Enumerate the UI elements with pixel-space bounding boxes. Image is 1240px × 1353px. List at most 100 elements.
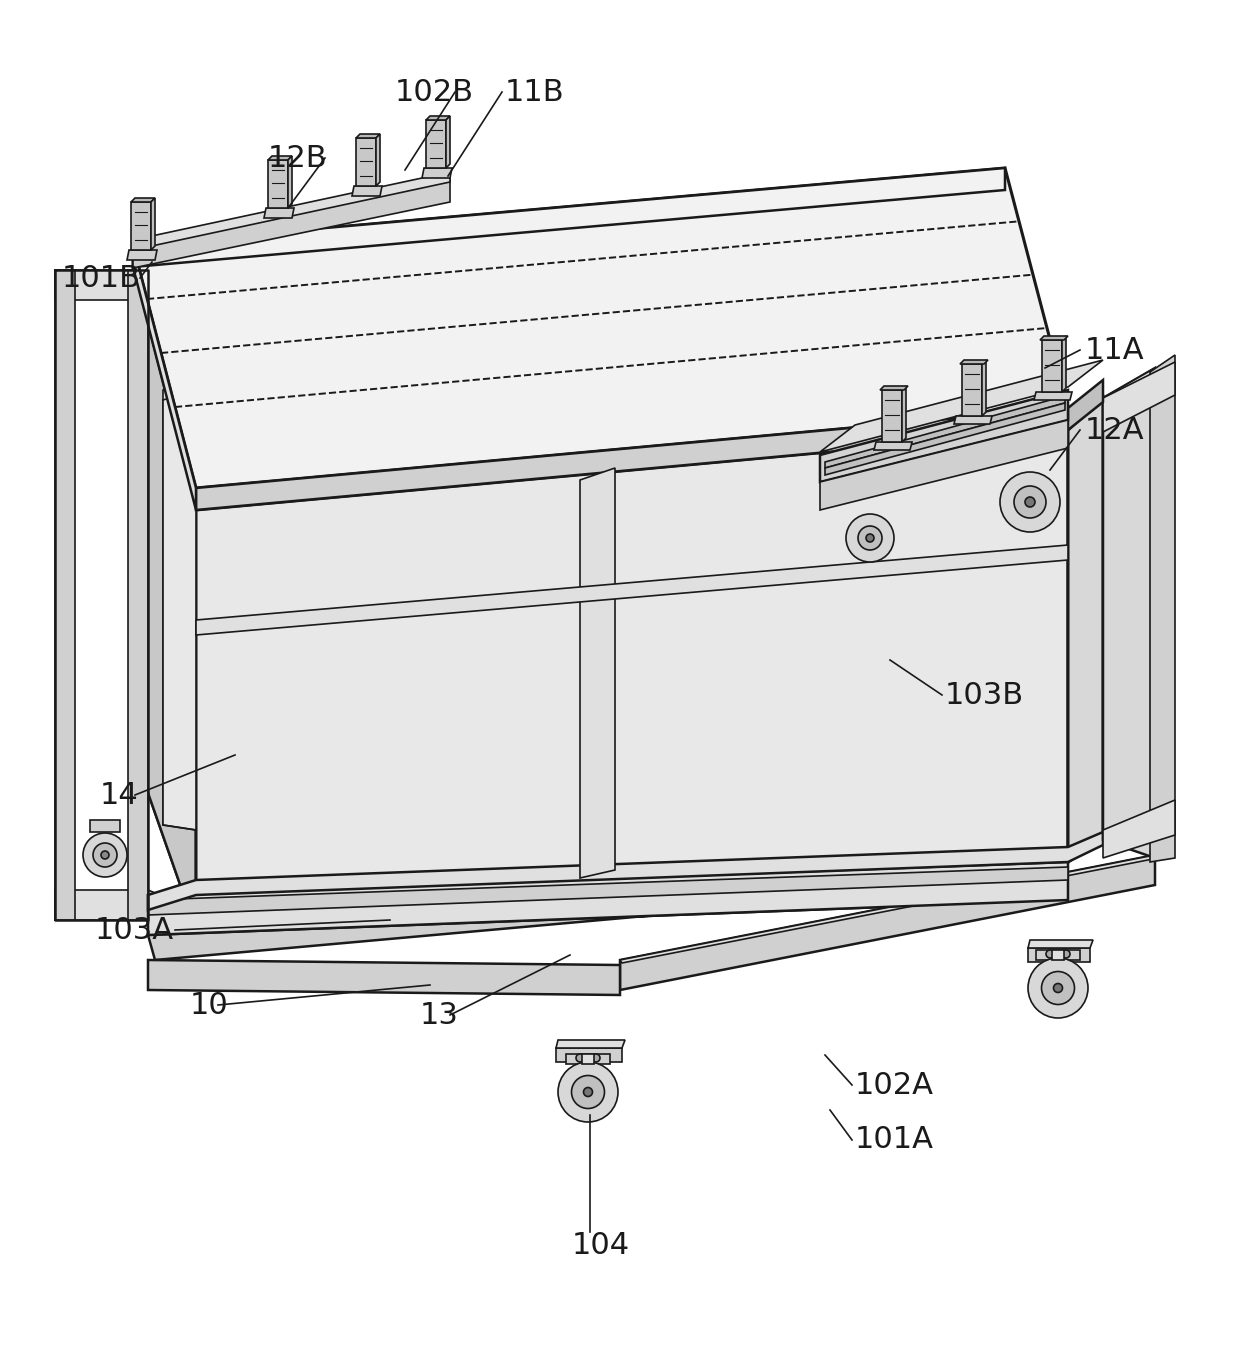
Polygon shape <box>820 419 1068 510</box>
Text: 13: 13 <box>420 1000 459 1030</box>
Polygon shape <box>288 156 291 208</box>
Polygon shape <box>151 198 155 250</box>
Text: 103B: 103B <box>945 681 1024 709</box>
Polygon shape <box>148 961 620 994</box>
Polygon shape <box>580 468 615 878</box>
Polygon shape <box>133 168 1004 267</box>
Circle shape <box>584 1088 593 1096</box>
Circle shape <box>1061 950 1070 958</box>
Polygon shape <box>582 1054 594 1063</box>
Polygon shape <box>162 400 379 829</box>
Polygon shape <box>1042 340 1061 392</box>
Polygon shape <box>1028 940 1092 948</box>
Circle shape <box>858 526 882 551</box>
Polygon shape <box>264 208 294 218</box>
Text: 12A: 12A <box>1085 415 1145 445</box>
Text: 12B: 12B <box>268 143 327 172</box>
Circle shape <box>572 1076 604 1108</box>
Polygon shape <box>148 890 196 940</box>
Polygon shape <box>1068 380 1104 430</box>
Polygon shape <box>352 185 382 196</box>
Text: 11A: 11A <box>1085 336 1145 364</box>
Polygon shape <box>128 271 148 920</box>
Polygon shape <box>356 134 379 138</box>
Polygon shape <box>446 116 450 168</box>
Polygon shape <box>148 875 1104 961</box>
Polygon shape <box>148 832 1104 911</box>
Polygon shape <box>55 890 148 920</box>
Circle shape <box>1025 497 1035 507</box>
Polygon shape <box>133 245 196 930</box>
Circle shape <box>577 1054 584 1062</box>
Polygon shape <box>1104 368 1171 398</box>
Polygon shape <box>825 396 1065 468</box>
Polygon shape <box>356 138 376 185</box>
Text: 104: 104 <box>572 1230 630 1260</box>
Polygon shape <box>148 862 1068 935</box>
Polygon shape <box>1052 950 1064 961</box>
Polygon shape <box>148 867 1068 915</box>
Text: 11B: 11B <box>505 77 564 107</box>
Polygon shape <box>133 172 450 250</box>
Polygon shape <box>565 1054 610 1063</box>
Polygon shape <box>133 180 450 268</box>
Polygon shape <box>620 855 1158 963</box>
Polygon shape <box>131 198 155 202</box>
Polygon shape <box>1028 948 1090 962</box>
Polygon shape <box>131 202 151 250</box>
Circle shape <box>100 851 109 859</box>
Polygon shape <box>1034 392 1073 400</box>
Polygon shape <box>880 386 908 390</box>
Polygon shape <box>962 364 982 415</box>
Text: 101B: 101B <box>62 264 141 292</box>
Polygon shape <box>954 415 992 423</box>
Polygon shape <box>55 271 74 920</box>
Circle shape <box>93 843 117 867</box>
Polygon shape <box>196 545 1068 635</box>
Text: 101A: 101A <box>856 1126 934 1154</box>
Polygon shape <box>556 1040 625 1049</box>
Polygon shape <box>268 160 288 208</box>
Polygon shape <box>820 390 1068 482</box>
Circle shape <box>1042 971 1075 1004</box>
Circle shape <box>1014 486 1047 518</box>
Text: 102B: 102B <box>396 77 474 107</box>
Polygon shape <box>422 168 453 179</box>
Circle shape <box>591 1054 600 1062</box>
Circle shape <box>83 833 126 877</box>
Circle shape <box>1028 958 1087 1017</box>
Polygon shape <box>556 1049 622 1062</box>
Text: 103A: 103A <box>95 916 174 944</box>
Circle shape <box>999 472 1060 532</box>
Circle shape <box>866 534 874 543</box>
Polygon shape <box>1035 950 1080 961</box>
Polygon shape <box>133 245 196 510</box>
Polygon shape <box>820 360 1104 452</box>
Polygon shape <box>1040 336 1068 340</box>
Text: 14: 14 <box>100 781 139 809</box>
Text: 102A: 102A <box>856 1070 934 1100</box>
Polygon shape <box>1104 368 1154 858</box>
Circle shape <box>1054 984 1063 993</box>
Polygon shape <box>268 156 291 160</box>
Polygon shape <box>148 271 196 300</box>
Polygon shape <box>874 442 911 451</box>
Polygon shape <box>196 430 1068 930</box>
Polygon shape <box>91 820 120 832</box>
Polygon shape <box>1104 800 1176 858</box>
Polygon shape <box>427 116 450 120</box>
Polygon shape <box>982 360 986 415</box>
Text: 10: 10 <box>190 990 228 1020</box>
Polygon shape <box>620 855 1154 990</box>
Polygon shape <box>196 409 1068 510</box>
Polygon shape <box>901 386 906 442</box>
Polygon shape <box>376 134 379 185</box>
Polygon shape <box>1149 354 1176 862</box>
Circle shape <box>1047 950 1054 958</box>
Polygon shape <box>882 390 901 442</box>
Circle shape <box>846 514 894 561</box>
Polygon shape <box>1104 363 1176 432</box>
Polygon shape <box>133 168 1068 488</box>
Polygon shape <box>1061 336 1066 392</box>
Polygon shape <box>1068 398 1104 862</box>
